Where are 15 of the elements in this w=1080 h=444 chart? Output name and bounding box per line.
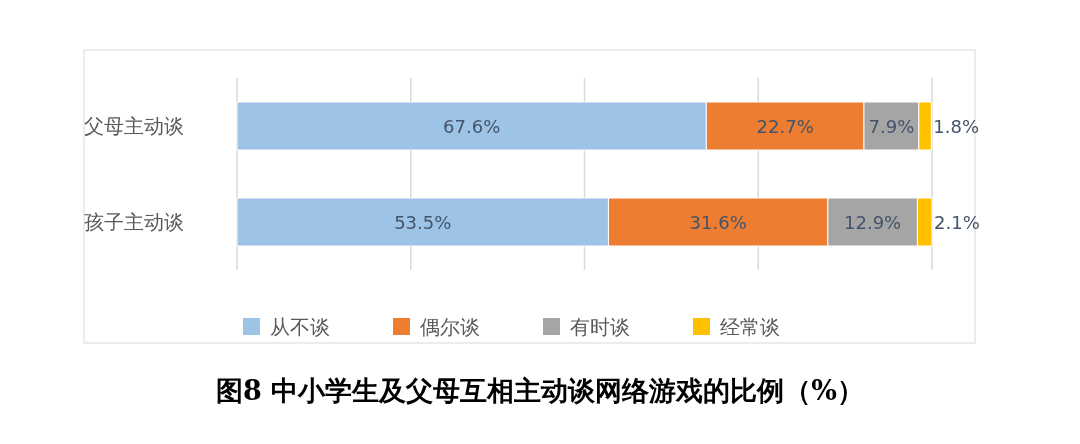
data-label: 31.6% bbox=[689, 212, 747, 233]
text: 图8 中小学生及父母互相主动谈网络游戏的比例（%） bbox=[216, 375, 864, 406]
y-tick-label: 孩子主动谈 bbox=[84, 210, 184, 234]
legend-label: 从不谈 bbox=[270, 315, 330, 339]
data-label: 53.5% bbox=[394, 212, 452, 233]
y-tick-label: 父母主动谈 bbox=[84, 114, 184, 138]
data-label: 2.1% bbox=[934, 212, 980, 233]
data-label: 12.9% bbox=[844, 212, 902, 233]
legend-label: 偶尔谈 bbox=[420, 315, 480, 339]
data-label: 7.9% bbox=[868, 116, 915, 137]
legend-label: 经常谈 bbox=[720, 315, 780, 339]
data-label: 22.7% bbox=[756, 116, 814, 137]
legend-label: 有时谈 bbox=[570, 315, 630, 339]
data-label: 1.8% bbox=[933, 116, 980, 137]
data-label: 67.6% bbox=[443, 116, 501, 137]
